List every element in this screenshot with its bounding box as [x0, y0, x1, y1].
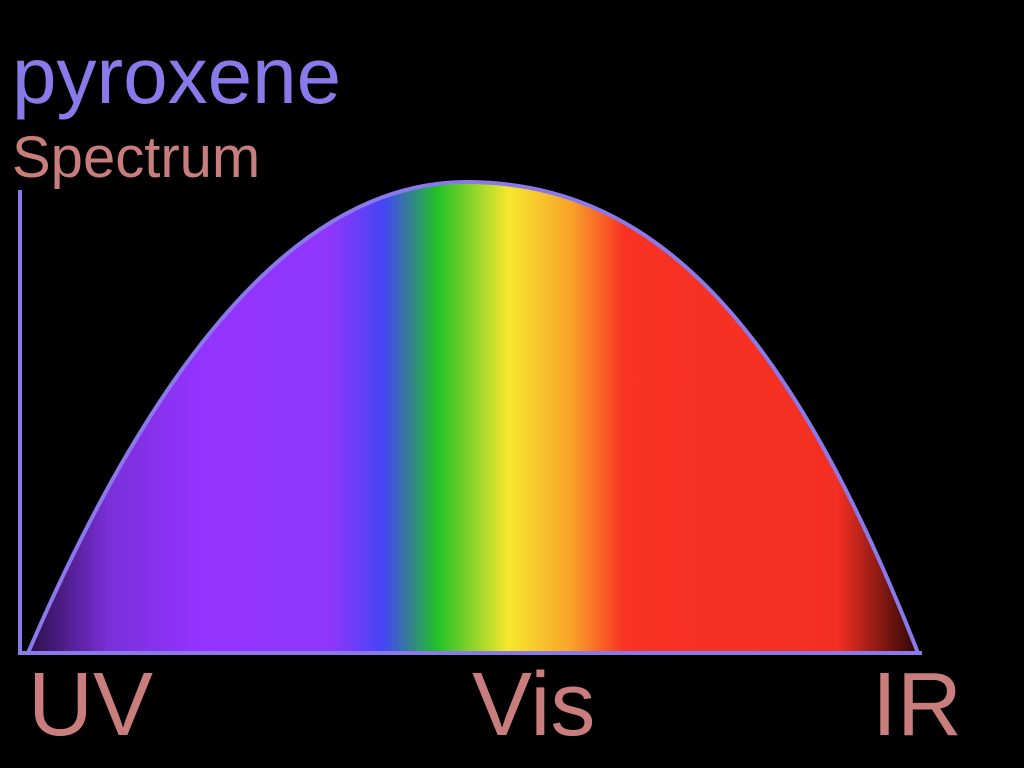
uv-label: UV [28, 655, 154, 755]
diagram-subtitle: Spectrum [12, 125, 261, 190]
spectrum-curve-fill [28, 181, 918, 653]
ir-label: IR [872, 655, 962, 755]
diagram-title: pyroxene [12, 31, 342, 120]
vis-label: Vis [472, 655, 596, 755]
spectrum-curve-outline [26, 179, 920, 654]
